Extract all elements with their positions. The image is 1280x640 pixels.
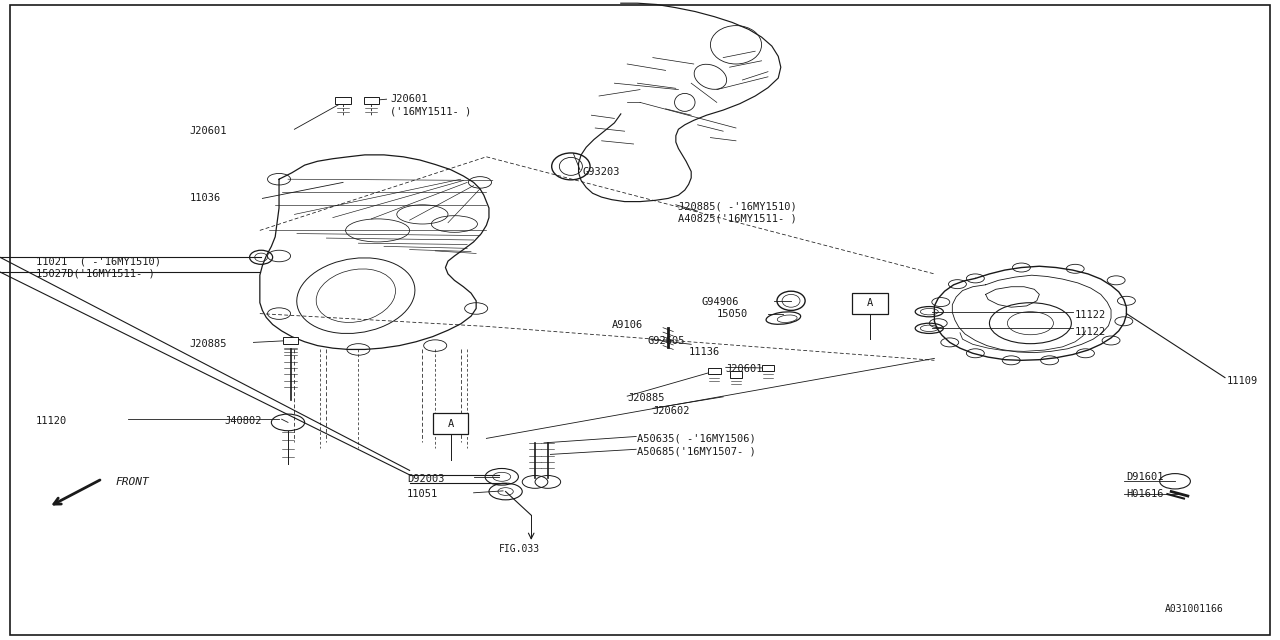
Text: J20885( -'16MY1510): J20885( -'16MY1510) <box>678 201 797 211</box>
Bar <box>852 293 888 314</box>
Text: H01616: H01616 <box>1126 489 1164 499</box>
Text: J20602: J20602 <box>653 406 690 416</box>
Text: A50685('16MY1507- ): A50685('16MY1507- ) <box>637 446 756 456</box>
Text: J20601: J20601 <box>390 94 428 104</box>
Text: A: A <box>868 298 873 308</box>
Text: 11036: 11036 <box>189 193 220 204</box>
Text: J20601: J20601 <box>189 126 227 136</box>
Text: A50635( -'16MY1506): A50635( -'16MY1506) <box>637 433 756 444</box>
Text: D91601: D91601 <box>1126 472 1164 482</box>
Bar <box>364 97 379 104</box>
Text: 11021  ( -'16MY1510): 11021 ( -'16MY1510) <box>36 256 161 266</box>
Text: 11051: 11051 <box>407 489 438 499</box>
Text: D92003: D92003 <box>407 474 444 484</box>
Text: 11122: 11122 <box>1075 310 1106 320</box>
Bar <box>283 337 298 344</box>
Bar <box>762 365 774 371</box>
Text: ('16MY1511- ): ('16MY1511- ) <box>390 107 471 117</box>
Bar <box>433 413 468 434</box>
Bar <box>730 371 742 378</box>
Bar <box>708 368 721 374</box>
Text: J40802: J40802 <box>224 416 261 426</box>
Text: A9106: A9106 <box>612 320 643 330</box>
Text: J20885: J20885 <box>189 339 227 349</box>
Text: 11120: 11120 <box>36 416 67 426</box>
Text: G93203: G93203 <box>582 166 620 177</box>
Text: 11136: 11136 <box>689 347 719 357</box>
Text: A031001166: A031001166 <box>1165 604 1224 614</box>
Text: G92605: G92605 <box>648 336 685 346</box>
Text: A: A <box>448 419 453 429</box>
Bar <box>335 97 351 104</box>
Text: 15027D('16MY1511- ): 15027D('16MY1511- ) <box>36 269 155 279</box>
Text: G94906: G94906 <box>701 297 739 307</box>
Text: FIG.033: FIG.033 <box>499 544 540 554</box>
Text: FRONT: FRONT <box>115 477 148 487</box>
Text: J20601: J20601 <box>726 364 763 374</box>
Text: 11122: 11122 <box>1075 326 1106 337</box>
Text: 11109: 11109 <box>1226 376 1257 386</box>
Text: 15050: 15050 <box>717 308 748 319</box>
Text: J20885: J20885 <box>627 393 664 403</box>
Text: A40825('16MY1511- ): A40825('16MY1511- ) <box>678 214 797 224</box>
